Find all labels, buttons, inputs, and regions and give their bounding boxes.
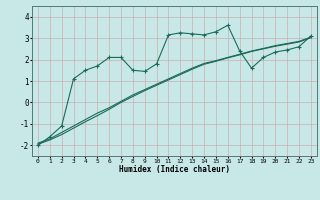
X-axis label: Humidex (Indice chaleur): Humidex (Indice chaleur) xyxy=(119,165,230,174)
